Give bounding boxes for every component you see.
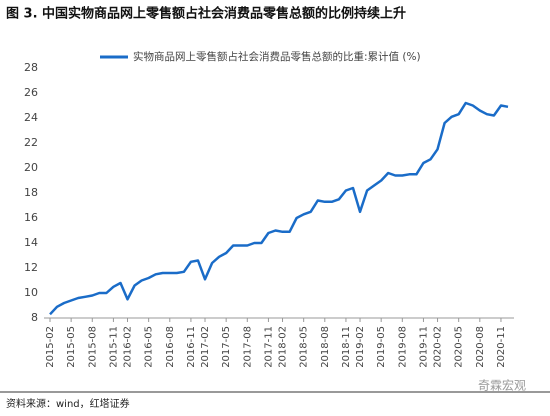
chart-title: 图 3. 中国实物商品网上零售额占社会消费品零售总额的比例持续上升 [6,6,406,22]
y-tick-label: 18 [24,186,38,199]
y-tick-label: 16 [24,211,38,224]
x-tick-label: 2020-05 [454,326,465,368]
y-tick-label: 22 [24,136,38,149]
x-tick-label: 2019-11 [418,326,429,368]
x-tick-label: 2017-05 [221,326,232,368]
x-tick-label: 2018-05 [299,326,310,368]
source: 资料来源：wind，红塔证券 [6,397,130,410]
x-tick-label: 2016-08 [165,326,176,368]
watermark: 奇霖宏观 [478,378,526,393]
x-tick-label: 2017-02 [200,326,211,368]
x-tick-label: 2018-08 [320,326,331,368]
x-tick-label: 2018-11 [341,326,352,368]
series-line [49,101,509,316]
y-tick-label: 14 [24,236,38,249]
legend-label: 实物商品网上零售额占社会消费品零售总额的比重:累计值 (%) [133,50,421,63]
y-tick-label: 12 [24,261,38,274]
x-tick-label: 2015-02 [45,326,56,368]
y-tick-label: 10 [24,286,38,299]
x-tick-label: 2020-08 [475,326,486,368]
x-tick-label: 2015-08 [87,326,98,368]
x-tick-label: 2016-05 [144,326,155,368]
y-tick-label: 8 [31,311,38,324]
x-tick-label: 2015-05 [66,326,77,368]
x-tick-label: 2016-02 [123,326,134,368]
x-tick-label: 2016-11 [186,326,197,368]
x-tick-label: 2020-11 [496,326,507,368]
x-tick-label: 2017-11 [263,326,274,368]
x-tick-label: 2020-02 [433,326,444,368]
y-tick-label: 20 [24,161,38,174]
x-tick-label: 2019-05 [376,326,387,368]
y-tick-label: 28 [24,61,38,74]
x-tick-label: 2019-02 [355,326,366,368]
x-tick-label: 2019-08 [397,326,408,368]
y-tick-label: 24 [24,111,38,124]
y-tick-label: 26 [24,86,38,99]
x-tick-label: 2017-08 [242,326,253,368]
x-tick-label: 2015-11 [108,326,119,368]
x-tick-label: 2018-02 [278,326,289,368]
